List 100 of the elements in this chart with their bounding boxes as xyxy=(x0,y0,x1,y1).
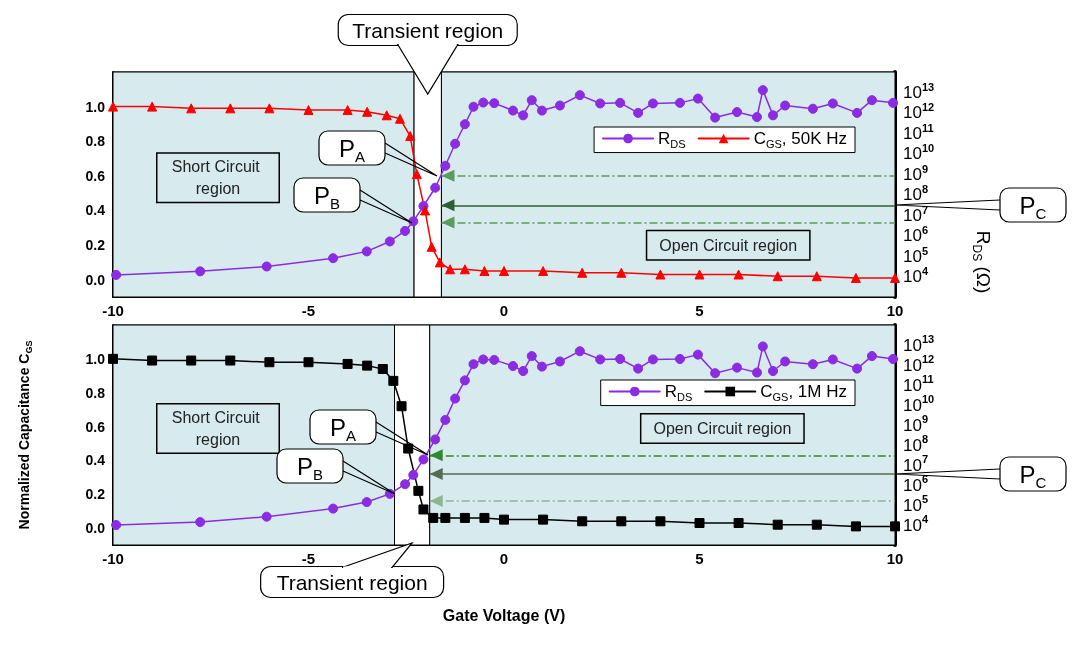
x-tick-label: 0 xyxy=(499,302,509,319)
y-tick-label: 0.0 xyxy=(85,271,106,288)
point xyxy=(574,346,585,357)
point xyxy=(489,98,500,109)
point xyxy=(381,110,392,121)
point xyxy=(388,375,399,386)
point xyxy=(440,512,451,523)
point xyxy=(384,236,395,247)
point xyxy=(647,98,658,109)
point xyxy=(225,355,236,366)
point xyxy=(852,363,863,374)
point xyxy=(303,357,314,368)
point xyxy=(195,517,206,528)
text: P$_{C}$ xyxy=(1019,191,1047,222)
band-label: Short Circuit region xyxy=(171,158,265,198)
point xyxy=(264,103,275,114)
point xyxy=(342,105,353,116)
point xyxy=(518,110,529,121)
point xyxy=(807,359,818,370)
point xyxy=(538,514,549,525)
point xyxy=(616,267,627,278)
point xyxy=(445,264,456,275)
point xyxy=(692,93,703,104)
text: P$_{C}$ xyxy=(1019,460,1047,491)
y-tick-label: 0.8 xyxy=(85,384,106,401)
point xyxy=(440,160,451,171)
point xyxy=(692,349,703,360)
point xyxy=(811,271,822,282)
point xyxy=(111,269,122,280)
band-label: Open Circuit region xyxy=(653,419,792,437)
band-label: Transient region xyxy=(352,18,504,42)
point xyxy=(303,105,314,116)
x-tick-label: 10 xyxy=(886,550,904,567)
y-tick-label: 0.8 xyxy=(85,133,106,150)
point xyxy=(554,356,565,367)
point xyxy=(655,516,666,527)
point xyxy=(732,107,743,118)
point xyxy=(394,113,405,124)
point xyxy=(554,100,565,111)
annotation: P$_{A}$ xyxy=(329,413,357,444)
point xyxy=(595,98,606,109)
point xyxy=(434,257,445,268)
point xyxy=(328,503,339,514)
point xyxy=(225,103,236,114)
point xyxy=(574,90,585,101)
point xyxy=(768,110,779,121)
point xyxy=(377,364,388,374)
point xyxy=(538,266,549,277)
point xyxy=(768,366,779,377)
point xyxy=(479,512,490,523)
point xyxy=(147,101,158,112)
point xyxy=(732,362,743,373)
point xyxy=(478,97,489,108)
point xyxy=(710,112,721,123)
x-tick-label: -5 xyxy=(301,302,316,319)
point xyxy=(411,169,422,180)
point xyxy=(400,479,411,490)
x-tick-label: 5 xyxy=(695,550,704,567)
point xyxy=(195,266,206,277)
point xyxy=(403,443,414,454)
point xyxy=(108,353,118,364)
y-tick-label: 1.0 xyxy=(85,350,106,367)
point xyxy=(577,516,588,527)
point xyxy=(430,434,441,445)
x-tick-label: 10 xyxy=(886,302,904,319)
point xyxy=(577,267,588,278)
point xyxy=(772,271,783,282)
x-tick-label: -10 xyxy=(102,550,124,567)
point xyxy=(459,264,470,275)
point xyxy=(751,367,762,378)
point xyxy=(526,95,537,106)
point xyxy=(186,355,197,366)
point xyxy=(888,97,899,108)
point xyxy=(328,253,339,264)
point xyxy=(108,101,118,112)
point xyxy=(499,514,509,525)
point xyxy=(342,358,353,369)
band-label: Open Circuit region xyxy=(659,236,798,254)
point xyxy=(772,519,783,530)
point xyxy=(890,272,900,283)
band-label: Transient region xyxy=(276,570,428,594)
point xyxy=(261,511,272,522)
point xyxy=(479,266,490,277)
point xyxy=(111,520,122,530)
point xyxy=(459,512,470,523)
point xyxy=(408,469,419,480)
point xyxy=(264,357,275,368)
point xyxy=(396,401,407,412)
annotation: P$_{B}$ xyxy=(296,452,324,483)
point xyxy=(615,97,626,108)
point xyxy=(595,354,606,365)
point xyxy=(751,112,762,123)
point xyxy=(499,266,509,277)
point xyxy=(733,269,744,280)
point xyxy=(418,454,429,465)
point xyxy=(430,182,441,193)
point xyxy=(489,354,500,365)
point xyxy=(655,269,666,280)
y-tick-label: 0.0 xyxy=(85,520,106,537)
point xyxy=(888,353,899,364)
